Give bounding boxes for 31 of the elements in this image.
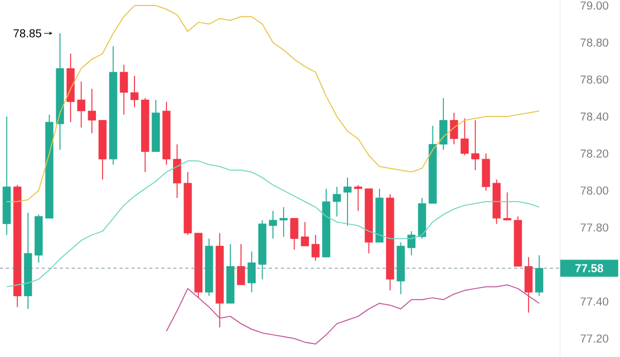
candlestick bbox=[280, 206, 288, 238]
y-tick-label: 78.20 bbox=[580, 149, 608, 158]
candlestick bbox=[236, 244, 246, 286]
annotation: 78.85 bbox=[14, 29, 42, 38]
y-tick-label: 78.40 bbox=[580, 112, 608, 121]
y-tick-label: 77.40 bbox=[580, 297, 608, 306]
ref-line-label: 77.58 bbox=[575, 264, 604, 272]
y-tick-label: 79.00 bbox=[580, 1, 608, 10]
candlestick bbox=[343, 177, 352, 226]
y-tick-label: 77.20 bbox=[580, 334, 608, 343]
candlestick bbox=[332, 186, 341, 217]
candlestick bbox=[88, 88, 96, 134]
candlestick bbox=[290, 218, 298, 250]
candlestick bbox=[460, 118, 469, 156]
candlestick bbox=[77, 80, 86, 128]
candlestick bbox=[503, 192, 512, 221]
y-tick-label: 78.60 bbox=[580, 75, 608, 84]
candlestick bbox=[268, 210, 277, 240]
candlestick bbox=[312, 234, 320, 262]
candlestick bbox=[130, 75, 139, 108]
y-tick-label: 77.80 bbox=[580, 223, 608, 232]
candlestick bbox=[120, 64, 128, 116]
y-tick-label: 78.00 bbox=[580, 186, 608, 195]
candlestick bbox=[354, 184, 362, 212]
candlestick bbox=[450, 112, 458, 145]
candlestick bbox=[300, 221, 309, 247]
line-series bbox=[166, 284, 540, 345]
candlestick bbox=[407, 230, 416, 256]
candlestick bbox=[471, 120, 480, 171]
y-tick-label: 78.80 bbox=[580, 38, 608, 47]
candlestick bbox=[248, 251, 256, 293]
